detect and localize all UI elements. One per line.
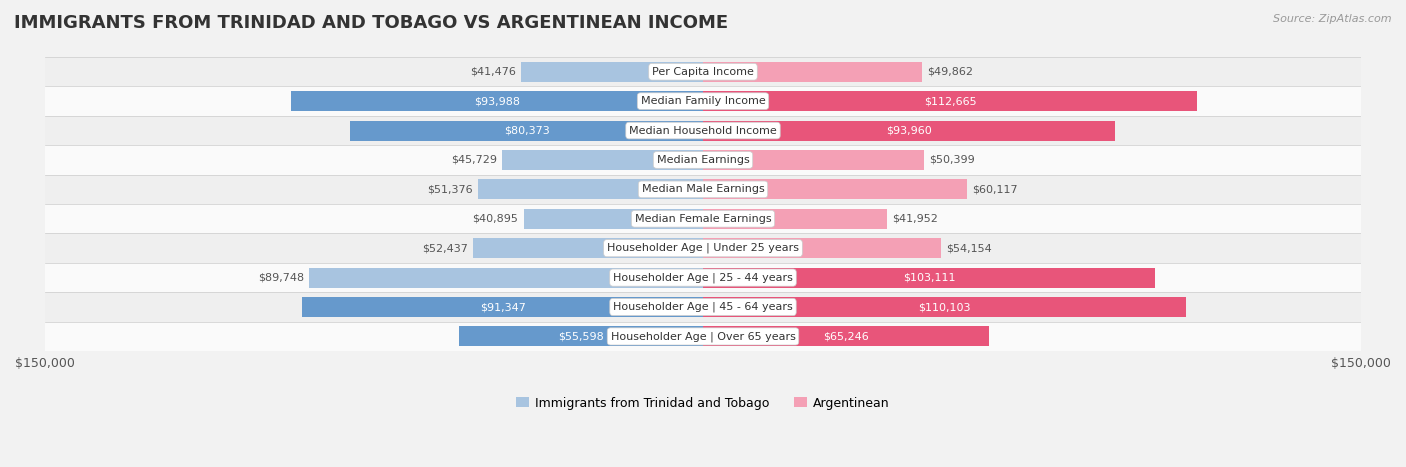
Text: $80,373: $80,373	[503, 126, 550, 135]
Bar	[291, 91, 703, 111]
Bar	[523, 209, 703, 229]
Bar	[703, 62, 922, 82]
Text: Median Family Income: Median Family Income	[641, 96, 765, 106]
Bar	[703, 91, 1198, 111]
Bar	[45, 292, 1361, 322]
Bar	[478, 179, 703, 199]
Text: $50,399: $50,399	[929, 155, 976, 165]
Bar	[302, 297, 703, 317]
Bar	[703, 120, 1115, 141]
Bar	[45, 263, 1361, 292]
Text: $54,154: $54,154	[946, 243, 991, 253]
Text: $41,476: $41,476	[470, 67, 516, 77]
Bar	[703, 179, 967, 199]
Text: $40,895: $40,895	[472, 214, 519, 224]
Bar	[45, 116, 1361, 145]
Text: $93,960: $93,960	[886, 126, 932, 135]
Bar	[45, 204, 1361, 234]
Bar	[45, 86, 1361, 116]
Text: Source: ZipAtlas.com: Source: ZipAtlas.com	[1274, 14, 1392, 24]
Bar	[703, 209, 887, 229]
Bar	[472, 238, 703, 258]
Text: Householder Age | Over 65 years: Householder Age | Over 65 years	[610, 331, 796, 342]
Text: $103,111: $103,111	[903, 273, 956, 283]
Text: Householder Age | 45 - 64 years: Householder Age | 45 - 64 years	[613, 302, 793, 312]
Text: IMMIGRANTS FROM TRINIDAD AND TOBAGO VS ARGENTINEAN INCOME: IMMIGRANTS FROM TRINIDAD AND TOBAGO VS A…	[14, 14, 728, 32]
Bar	[45, 234, 1361, 263]
Text: Median Household Income: Median Household Income	[628, 126, 778, 135]
Text: Householder Age | 25 - 44 years: Householder Age | 25 - 44 years	[613, 272, 793, 283]
Text: $52,437: $52,437	[422, 243, 468, 253]
Bar	[45, 57, 1361, 86]
Text: $112,665: $112,665	[924, 96, 976, 106]
Text: $91,347: $91,347	[479, 302, 526, 312]
Bar	[45, 322, 1361, 351]
Bar	[703, 238, 941, 258]
Legend: Immigrants from Trinidad and Tobago, Argentinean: Immigrants from Trinidad and Tobago, Arg…	[516, 396, 890, 410]
Text: Median Earnings: Median Earnings	[657, 155, 749, 165]
Text: $89,748: $89,748	[257, 273, 304, 283]
Text: Median Male Earnings: Median Male Earnings	[641, 184, 765, 194]
Text: $60,117: $60,117	[972, 184, 1018, 194]
Text: $41,952: $41,952	[893, 214, 938, 224]
Text: $49,862: $49,862	[927, 67, 973, 77]
Text: $93,988: $93,988	[474, 96, 520, 106]
Bar	[703, 150, 924, 170]
Bar	[502, 150, 703, 170]
Text: $65,246: $65,246	[824, 332, 869, 341]
Text: $45,729: $45,729	[451, 155, 498, 165]
Bar	[522, 62, 703, 82]
Bar	[309, 268, 703, 288]
Bar	[45, 175, 1361, 204]
Bar	[703, 268, 1156, 288]
Text: Per Capita Income: Per Capita Income	[652, 67, 754, 77]
Text: Householder Age | Under 25 years: Householder Age | Under 25 years	[607, 243, 799, 254]
Bar	[45, 145, 1361, 175]
Bar	[703, 326, 990, 347]
Text: Median Female Earnings: Median Female Earnings	[634, 214, 772, 224]
Bar	[703, 297, 1187, 317]
Bar	[350, 120, 703, 141]
Text: $51,376: $51,376	[426, 184, 472, 194]
Bar	[460, 326, 703, 347]
Text: $110,103: $110,103	[918, 302, 970, 312]
Text: $55,598: $55,598	[558, 332, 605, 341]
